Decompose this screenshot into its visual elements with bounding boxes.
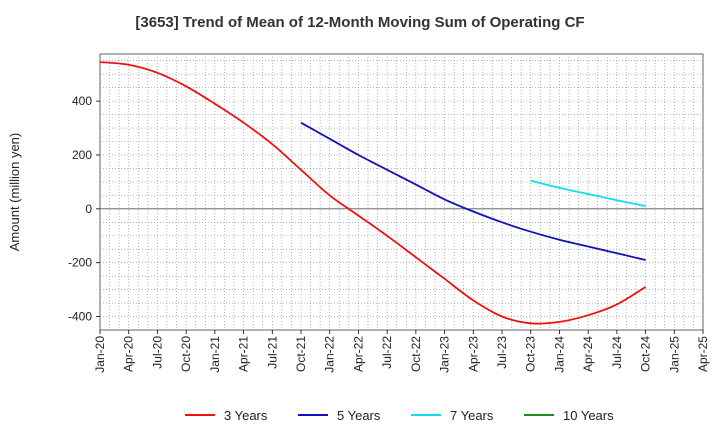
series-line-3-years — [99, 61, 647, 325]
x-tick-label: Apr-24 — [581, 336, 595, 372]
x-tick-label: Jan-23 — [438, 336, 452, 373]
legend-label: 3 Years — [224, 408, 268, 423]
x-tick-label: Apr-22 — [351, 336, 365, 372]
legend: 3 Years 5 Years 7 Years 10 Years — [185, 408, 614, 423]
legend-label: 5 Years — [337, 408, 381, 423]
series-line-7-years — [530, 179, 646, 207]
x-tick-label: Jan-21 — [208, 336, 222, 373]
x-tick-label: Apr-20 — [122, 336, 136, 372]
x-tick-label: Jul-24 — [610, 336, 624, 369]
x-tick-label: Oct-24 — [639, 336, 653, 372]
series-lines — [99, 61, 647, 325]
x-tick-label: Oct-23 — [524, 336, 538, 372]
x-tick-label: Jan-20 — [93, 336, 107, 373]
x-tick-label: Jul-23 — [495, 336, 509, 369]
x-tick-label: Apr-21 — [237, 336, 251, 372]
x-tick-label: Oct-21 — [294, 336, 308, 372]
x-tick-label: Oct-20 — [179, 336, 193, 372]
x-axis-ticks: Jan-20 Apr-20 Jul-20 Oct-20 Jan-21 Apr-21 Jul-… — [93, 330, 710, 373]
y-tick-label: 200 — [72, 148, 92, 162]
x-tick-label: Oct-22 — [409, 336, 423, 372]
x-tick-label: Jul-22 — [380, 336, 394, 369]
grid-lines — [100, 54, 703, 330]
legend-label: 7 Years — [450, 408, 494, 423]
series-line-5-years — [300, 121, 646, 261]
y-axis-title: Amount (million yen) — [7, 133, 22, 252]
x-tick-label: Jul-21 — [265, 336, 279, 369]
y-axis-ticks: -400 -200 0 200 400 — [68, 94, 100, 324]
legend-label: 10 Years — [563, 408, 614, 423]
plot-area — [99, 53, 704, 331]
y-tick-label: -200 — [68, 256, 92, 270]
x-tick-label: Apr-25 — [696, 336, 710, 372]
y-tick-label: 0 — [85, 202, 92, 216]
x-tick-label: Jul-20 — [150, 336, 164, 369]
x-tick-label: Jan-22 — [323, 336, 337, 373]
x-tick-label: Jan-25 — [667, 336, 681, 373]
x-tick-label: Jan-24 — [552, 336, 566, 373]
y-tick-label: 400 — [72, 94, 92, 108]
y-tick-label: -400 — [68, 310, 92, 324]
chart-title: [3653] Trend of Mean of 12-Month Moving … — [135, 14, 585, 31]
x-tick-label: Apr-23 — [466, 336, 480, 372]
